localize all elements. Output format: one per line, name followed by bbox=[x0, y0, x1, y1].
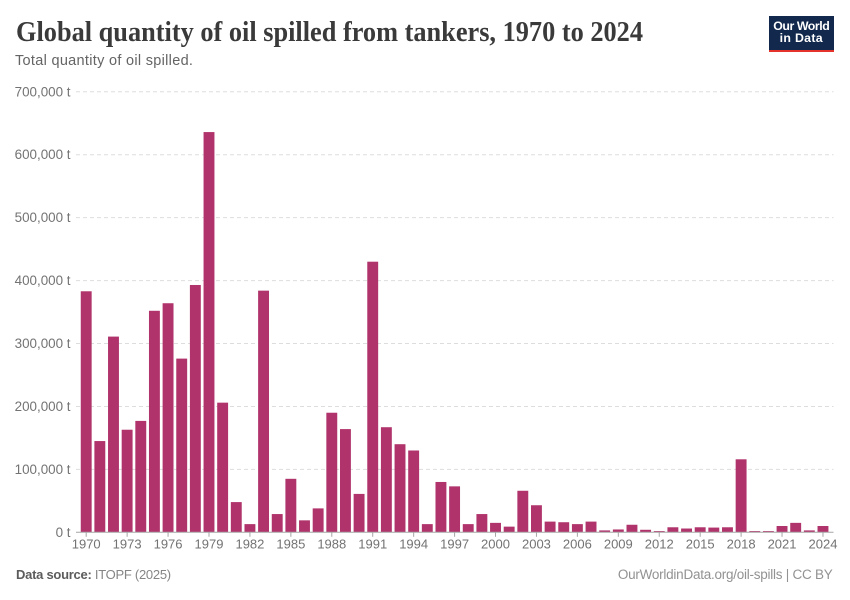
svg-text:2018: 2018 bbox=[727, 537, 756, 552]
svg-text:600,000 t: 600,000 t bbox=[15, 147, 71, 162]
svg-text:2009: 2009 bbox=[604, 537, 633, 552]
svg-text:1991: 1991 bbox=[358, 537, 387, 552]
svg-text:1994: 1994 bbox=[399, 537, 428, 552]
svg-text:2000: 2000 bbox=[481, 537, 510, 552]
svg-text:0 t: 0 t bbox=[56, 525, 71, 540]
svg-text:1997: 1997 bbox=[440, 537, 469, 552]
svg-text:200,000 t: 200,000 t bbox=[15, 399, 71, 414]
svg-text:2006: 2006 bbox=[563, 537, 592, 552]
svg-text:1979: 1979 bbox=[195, 537, 224, 552]
svg-text:1982: 1982 bbox=[235, 537, 264, 552]
svg-text:2003: 2003 bbox=[522, 537, 551, 552]
svg-text:1973: 1973 bbox=[113, 537, 142, 552]
svg-text:1976: 1976 bbox=[154, 537, 183, 552]
svg-text:1970: 1970 bbox=[72, 537, 101, 552]
svg-text:2015: 2015 bbox=[686, 537, 715, 552]
svg-text:1988: 1988 bbox=[317, 537, 346, 552]
svg-text:2012: 2012 bbox=[645, 537, 674, 552]
svg-text:300,000 t: 300,000 t bbox=[15, 336, 71, 351]
svg-text:400,000 t: 400,000 t bbox=[15, 273, 71, 288]
svg-text:2021: 2021 bbox=[768, 537, 797, 552]
svg-text:500,000 t: 500,000 t bbox=[15, 210, 71, 225]
svg-text:100,000 t: 100,000 t bbox=[15, 462, 71, 477]
svg-text:700,000 t: 700,000 t bbox=[15, 84, 71, 99]
svg-text:1985: 1985 bbox=[276, 537, 305, 552]
svg-text:2024: 2024 bbox=[809, 537, 838, 552]
